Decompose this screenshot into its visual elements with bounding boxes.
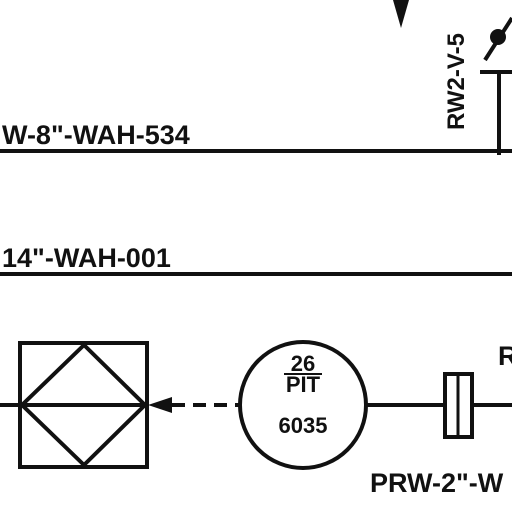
bottom-right-line-label: PRW-2"-W (370, 468, 504, 498)
instrument-number-bottom: 6035 (279, 413, 328, 438)
pipe-line-label-mid: 14"-WAH-001 (2, 243, 171, 273)
instrument-number-top: 26 (291, 351, 315, 376)
valve-actuator-dot (490, 29, 506, 45)
instrument-type: PIT (286, 372, 321, 397)
signal-arrowhead-icon (148, 397, 172, 413)
right-edge-letter: R (498, 341, 512, 371)
pipe-line-label-top: W-8"-WAH-534 (2, 120, 190, 150)
valve-tag-label: RW2-V-5 (443, 33, 470, 130)
flow-arrow-top (393, 0, 409, 28)
equipment-diamond (19, 342, 148, 468)
valve-stem-line (480, 70, 512, 155)
